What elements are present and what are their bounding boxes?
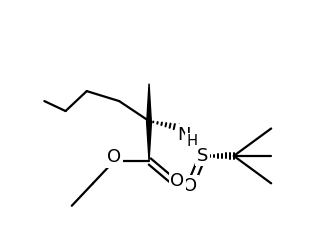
Text: H: H (187, 134, 198, 149)
Text: N: N (177, 126, 191, 144)
Polygon shape (147, 121, 152, 161)
Text: O: O (183, 177, 197, 195)
Text: O: O (107, 148, 121, 166)
Text: O: O (170, 172, 184, 190)
Polygon shape (147, 84, 151, 121)
Text: S: S (197, 147, 208, 165)
